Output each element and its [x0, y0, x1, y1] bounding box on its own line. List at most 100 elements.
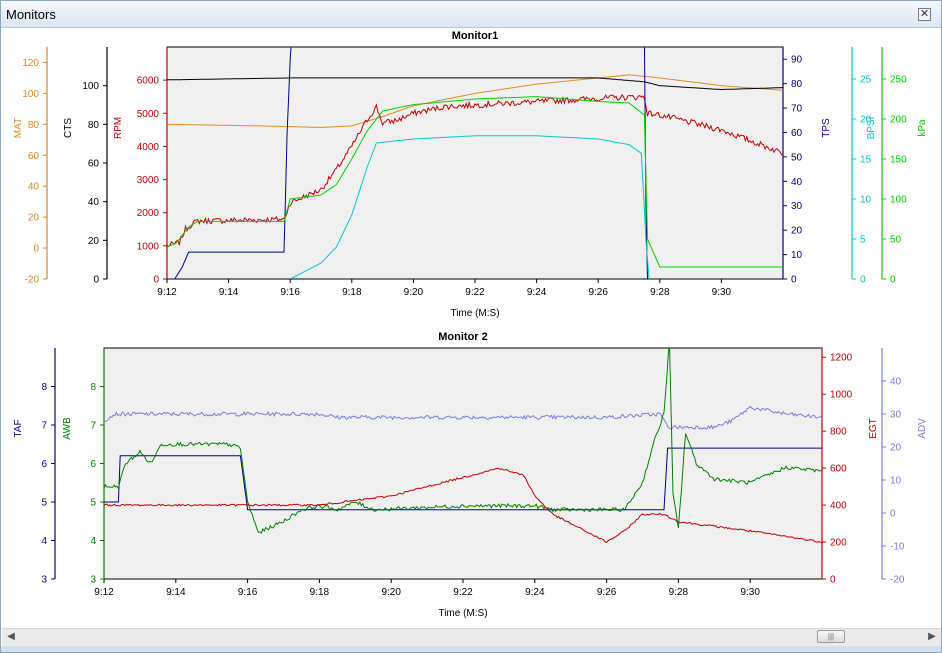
y-tick-label: 90: [791, 55, 803, 66]
y-tick-label: 0: [890, 275, 896, 286]
x-tick-label: 9:30: [712, 287, 732, 298]
x-tick-label: 9:22: [465, 287, 485, 298]
x-tick-label: 9:14: [166, 587, 186, 598]
series-line-cts: [167, 77, 783, 90]
y-tick-label: 0: [791, 275, 797, 286]
x-tick-label: 9:16: [280, 287, 300, 298]
y-tick-label: 20: [88, 236, 100, 247]
x-tick-label: 9:30: [740, 587, 760, 598]
y-tick-label: 3: [90, 575, 96, 586]
y-tick-label: 8: [41, 382, 47, 393]
y-tick-label: 2000: [137, 208, 160, 219]
y-tick-label: 10: [860, 195, 872, 206]
horizontal-scrollbar[interactable]: ◀ ||| ▶: [2, 628, 941, 646]
y-tick-label: 600: [830, 464, 847, 475]
y-tick-label: 100: [22, 89, 39, 100]
y-axis-label-rpm: RPM: [113, 117, 124, 139]
arrow-right-icon[interactable]: ▶: [928, 631, 936, 642]
y-tick-label: 1200: [830, 353, 853, 364]
y-tick-label: 80: [28, 120, 40, 131]
y-axis-label-mat: MAT: [13, 118, 24, 138]
y-tick-label: 200: [830, 538, 847, 549]
y-axis-label-bpsi: BPSI: [866, 117, 877, 140]
x-tick-label: 9:12: [94, 587, 114, 598]
title-bar[interactable]: Monitors ✕: [1, 1, 941, 28]
y-axis-label-taf: TAF: [13, 419, 24, 437]
x-tick-label: 9:12: [157, 287, 177, 298]
y-tick-label: 4000: [137, 142, 160, 153]
series-line-taf: [104, 447, 822, 511]
series-line-adv: [104, 405, 822, 430]
y-tick-label: 40: [28, 182, 40, 193]
y-tick-label: 80: [88, 120, 100, 131]
series-line-tps: [167, 47, 648, 279]
y-tick-label: 20: [890, 443, 902, 454]
y-tick-label: 20: [28, 213, 40, 224]
x-tick-label: 9:28: [650, 287, 670, 298]
chart-title: Monitor 2: [438, 331, 488, 343]
y-tick-label: 3: [41, 575, 47, 586]
x-tick-label: 9:26: [588, 287, 608, 298]
close-icon[interactable]: ✕: [918, 7, 931, 21]
y-tick-label: 70: [791, 104, 803, 115]
y-tick-label: 4: [90, 536, 96, 547]
y-tick-label: 40: [791, 177, 803, 188]
window-border-bottom: [1, 646, 941, 652]
y-tick-label: 200: [890, 115, 907, 126]
y-tick-label: 800: [830, 427, 847, 438]
chart-title: Monitor1: [452, 30, 498, 42]
y-tick-label: 400: [830, 501, 847, 512]
y-tick-label: 0: [860, 275, 866, 286]
grip-icon: |||: [827, 632, 835, 641]
y-tick-label: 0: [890, 509, 896, 520]
y-axis-label-cts: CTS: [63, 118, 74, 138]
y-tick-label: 1000: [830, 390, 853, 401]
y-axis-label-tps: TPS: [821, 118, 832, 138]
y-tick-label: 100: [82, 81, 99, 92]
y-tick-label: -20: [25, 275, 40, 286]
y-axis-label-awb: AWB: [62, 417, 73, 440]
y-tick-label: 50: [791, 152, 803, 163]
y-tick-label: 5000: [137, 109, 160, 120]
y-tick-label: 5: [90, 498, 96, 509]
x-axis-label: Time (M:S): [438, 608, 487, 619]
y-tick-label: 150: [890, 155, 907, 166]
series-line-egt: [104, 468, 822, 544]
y-tick-label: 7: [41, 421, 47, 432]
y-tick-label: 6000: [137, 76, 160, 87]
y-tick-label: 0: [33, 244, 39, 255]
y-tick-label: 100: [890, 195, 907, 206]
series-line-awb: [104, 348, 822, 534]
y-tick-label: 3000: [137, 175, 160, 186]
y-tick-label: 50: [890, 235, 902, 246]
x-tick-label: 9:24: [525, 587, 545, 598]
y-tick-label: 1000: [137, 241, 160, 252]
y-tick-label: 40: [890, 377, 902, 388]
arrow-left-icon[interactable]: ◀: [7, 631, 15, 642]
scrollbar-thumb[interactable]: |||: [817, 630, 845, 643]
y-tick-label: 60: [88, 159, 100, 170]
y-tick-label: 5: [860, 235, 866, 246]
x-tick-label: 9:16: [238, 587, 258, 598]
y-tick-label: 250: [890, 75, 907, 86]
series-line-kpa: [167, 96, 783, 268]
y-tick-label: 7: [90, 421, 96, 432]
y-axis-label-adv: ADV: [917, 418, 928, 439]
x-tick-label: 9:26: [597, 587, 617, 598]
y-tick-label: 10: [890, 476, 902, 487]
series-line-mat: [167, 74, 783, 128]
y-tick-label: -20: [890, 575, 905, 586]
y-tick-label: 40: [88, 197, 100, 208]
plot-area-2: [103, 347, 823, 580]
y-tick-label: 60: [28, 151, 40, 162]
y-tick-label: 0: [830, 575, 836, 586]
y-axis-label-egt: EGT: [868, 418, 879, 439]
y-tick-label: 4: [41, 536, 47, 547]
y-tick-label: 20: [860, 115, 872, 126]
y-tick-label: 60: [791, 128, 803, 139]
series-line-bpsi: [289, 135, 650, 279]
y-tick-label: 15: [860, 155, 872, 166]
y-tick-label: 80: [791, 79, 803, 90]
